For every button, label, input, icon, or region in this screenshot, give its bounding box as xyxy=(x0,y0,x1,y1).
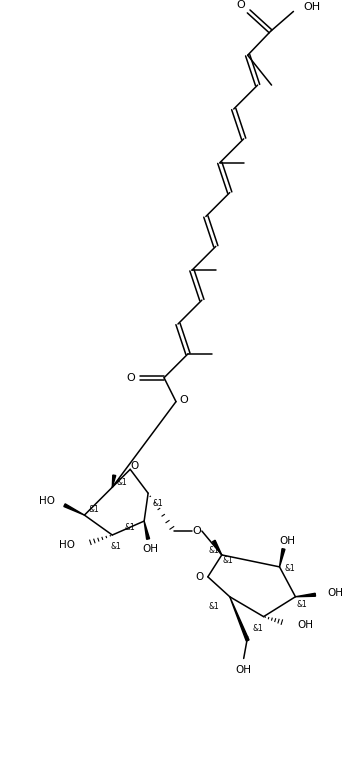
Text: O: O xyxy=(196,572,204,582)
Polygon shape xyxy=(213,540,222,555)
Polygon shape xyxy=(295,593,316,597)
Text: OH: OH xyxy=(327,587,343,598)
Text: &1: &1 xyxy=(208,602,219,611)
Text: &1: &1 xyxy=(117,478,128,487)
Text: OH: OH xyxy=(303,2,321,12)
Text: &1: &1 xyxy=(125,522,136,531)
Text: O: O xyxy=(127,372,136,383)
Text: &1: &1 xyxy=(208,547,219,556)
Text: OH: OH xyxy=(142,544,158,554)
Text: &1: &1 xyxy=(252,624,263,633)
Text: O: O xyxy=(130,461,138,472)
Text: OH: OH xyxy=(236,665,252,675)
Text: OH: OH xyxy=(279,536,295,546)
Text: &1: &1 xyxy=(296,600,307,609)
Text: HO: HO xyxy=(60,540,76,550)
Text: &1: &1 xyxy=(284,565,295,573)
Polygon shape xyxy=(112,475,116,488)
Text: O: O xyxy=(236,1,245,11)
Polygon shape xyxy=(144,521,150,539)
Text: HO: HO xyxy=(39,496,55,506)
Polygon shape xyxy=(279,549,285,567)
Text: &1: &1 xyxy=(89,505,100,514)
Polygon shape xyxy=(64,504,85,515)
Polygon shape xyxy=(230,597,249,641)
Text: O: O xyxy=(192,526,201,536)
Text: &1: &1 xyxy=(222,556,233,565)
Text: O: O xyxy=(180,394,188,405)
Text: &1: &1 xyxy=(153,499,164,508)
Text: &1: &1 xyxy=(111,543,122,551)
Text: OH: OH xyxy=(298,620,314,630)
